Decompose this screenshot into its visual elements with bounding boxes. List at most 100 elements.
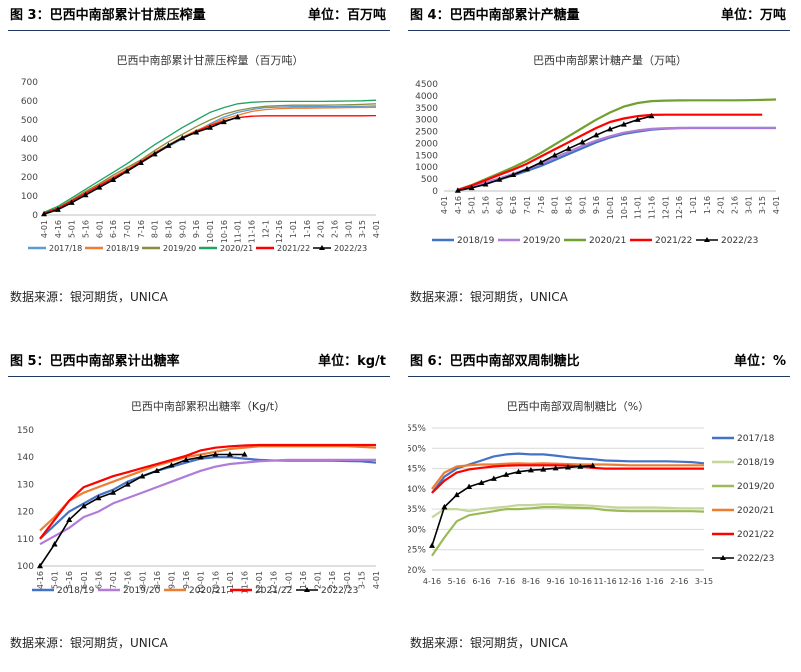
x-tick-label: 5-01 [51,571,60,589]
x-tick-label: 8-01 [551,196,560,214]
data-point [429,542,435,548]
y-tick-label: 40% [408,485,426,495]
data-point [193,129,200,135]
data-point [551,152,558,158]
data-point [552,464,559,471]
y-tick-label: 110 [17,535,34,545]
y-tick-label: 100 [17,562,34,572]
data-point [66,516,73,522]
legend-marker [720,555,726,560]
data-point [503,471,510,477]
legend-label: 2019/20 [163,244,196,253]
y-tick-label: 130 [17,480,34,490]
panel-header: 图 4：巴西中南部累计产糖量 单位：万吨 [408,0,790,24]
series-line-2021-22 [457,113,763,192]
y-tick-label: 500 [21,116,38,126]
source-note: 数据来源：银河期货，UNICA [10,290,168,304]
x-tick-label: 7-16 [137,220,146,238]
source-note: 数据来源：银河期货，UNICA [410,636,568,650]
data-point [510,171,517,178]
legend-marker [319,245,325,250]
data-point [537,159,544,165]
data-point [41,210,47,217]
x-tick-label: 3-15 [758,196,767,214]
x-tick-label: 4-01 [372,220,381,238]
x-tick-label: 4-16 [36,571,45,589]
x-tick-label: 6-16 [472,577,490,586]
x-tick-label: 5-16 [82,220,91,238]
chart-cane-crushing: 巴西中南部累计甘蔗压榨量（百万吨） 0 100 200 300 400 500 600 700 4… [21,53,381,253]
y-tick-label: 4000 [415,92,438,102]
legend-label: 2017/18 [737,434,775,444]
series-line-2019-20 [457,126,776,192]
y-tick-label: 120 [17,508,34,518]
x-tick-label: 7-01 [523,196,532,214]
x-tick-label: 6-16 [509,196,518,214]
legend-label: 2018/19 [57,586,95,596]
x-tick-label: 10-01 [197,571,206,594]
legend-label: 2018/19 [737,458,775,468]
series-line-2017-18 [431,452,705,494]
legend-label: 2021/22 [737,530,774,540]
x-tick-label: 5-01 [468,196,477,214]
header-rule [8,30,390,31]
panel-header: 图 5：巴西中南部累计出糖率 单位：kg/t [8,346,390,370]
legend-label: 2021/22 [255,586,292,596]
x-tick-label: 4-16 [54,220,63,238]
data-point [589,462,596,468]
series-line-2019-20 [39,458,376,546]
x-tick-label: 9-16 [182,571,191,589]
series-line-2020-21 [431,462,704,490]
x-tick-label: 4-16 [454,196,463,214]
x-tick-label: 3-15 [358,220,367,238]
legend-label: 2019/20 [123,586,161,596]
x-tick-label: 9-01 [167,571,176,589]
x-tick-label: 6-01 [495,196,504,214]
x-tick-label: 11-16 [593,577,616,586]
x-tick-label: 9-16 [547,577,565,586]
y-tick-label: 100 [21,192,38,202]
x-tick-label: 9-16 [592,196,601,214]
x-tick-label: 4-01 [440,196,449,214]
data-point [165,142,172,148]
data-point [183,456,190,463]
data-point [51,541,58,547]
data-point [68,199,75,205]
y-tick-label: 0 [32,211,38,221]
data-point [139,473,146,479]
header-rule [408,376,790,377]
y-tick-label: 700 [21,78,38,88]
y-tick-label: 1500 [415,151,438,161]
data-point [96,184,103,190]
figure-title: 图 3：巴西中南部累计甘蔗压榨量 [10,8,206,23]
x-tick-label: 1-16 [703,196,712,214]
x-tick-label: 1-01 [689,196,698,214]
legend-label: 2020/21 [737,506,774,516]
x-tick-label: 1-01 [284,571,293,589]
y-tick-label: 50% [408,444,426,454]
y-tick-label: 300 [21,154,38,164]
source-note: 数据来源：银河期货，UNICA [410,290,568,304]
x-tick-label: 6-01 [80,571,89,589]
x-tick-label: 3-01 [744,196,753,214]
data-point [565,464,571,470]
legend-label: 2018/19 [106,244,139,253]
x-tick-label: 2-16 [670,577,688,586]
chart-sugar-yield: 巴西中南部累积出糖率（Kg/t） 100 110 120 130 140 150 4-16 5-… [17,399,381,596]
y-tick-label: 55% [408,424,426,434]
chart-title: 巴西中南部双周制糖比（%） [507,399,649,413]
data-point [110,489,117,495]
x-tick-label: 10-01 [606,196,615,219]
x-tick-label: 11-16 [648,196,657,219]
x-tick-label: 2-16 [328,571,337,589]
x-tick-label: 11-01 [234,220,243,243]
legend-marker [304,587,310,592]
series-line-2020-21 [39,445,377,532]
x-tick-label: 10-16 [620,196,629,219]
data-point [515,468,522,475]
panel-sugar-production: 图 4：巴西中南部累计产糖量 单位：万吨 巴西中南部累计糖产量（万吨） 0 500 1… [408,0,790,326]
x-tick-label: 3-01 [344,220,353,238]
figure-unit: 单位：% [733,354,786,369]
data-point [565,145,572,151]
data-point [82,191,89,198]
